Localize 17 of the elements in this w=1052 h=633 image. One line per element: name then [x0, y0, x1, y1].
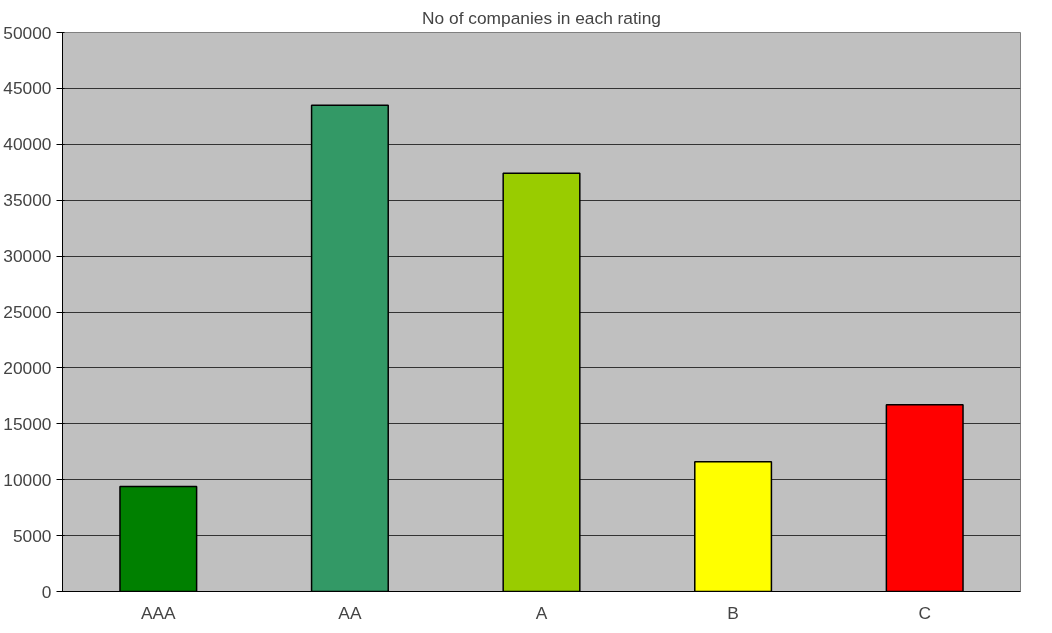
y-tick-label: 20000	[3, 357, 52, 378]
x-tick-label: A	[535, 602, 548, 623]
x-tick-label: AA	[338, 602, 362, 623]
y-tick-label: 5000	[12, 525, 52, 546]
y-tick-label: 45000	[3, 78, 52, 99]
y-tick-label: 15000	[3, 413, 52, 434]
y-tick-label: 25000	[3, 302, 52, 322]
y-tick-label: 0	[41, 581, 52, 602]
y-tick-label: 40000	[3, 134, 52, 155]
y-tick-label: 30000	[3, 246, 52, 267]
y-tick-label: 35000	[3, 190, 52, 211]
y-tick-label: 10000	[3, 469, 52, 490]
x-tick-label: B	[727, 602, 739, 623]
y-tick-label: 50000	[3, 22, 52, 43]
chart-title: No of companies in each rating	[422, 7, 661, 28]
x-tick-label: AAA	[140, 602, 177, 623]
x-tick-label: C	[918, 602, 931, 623]
